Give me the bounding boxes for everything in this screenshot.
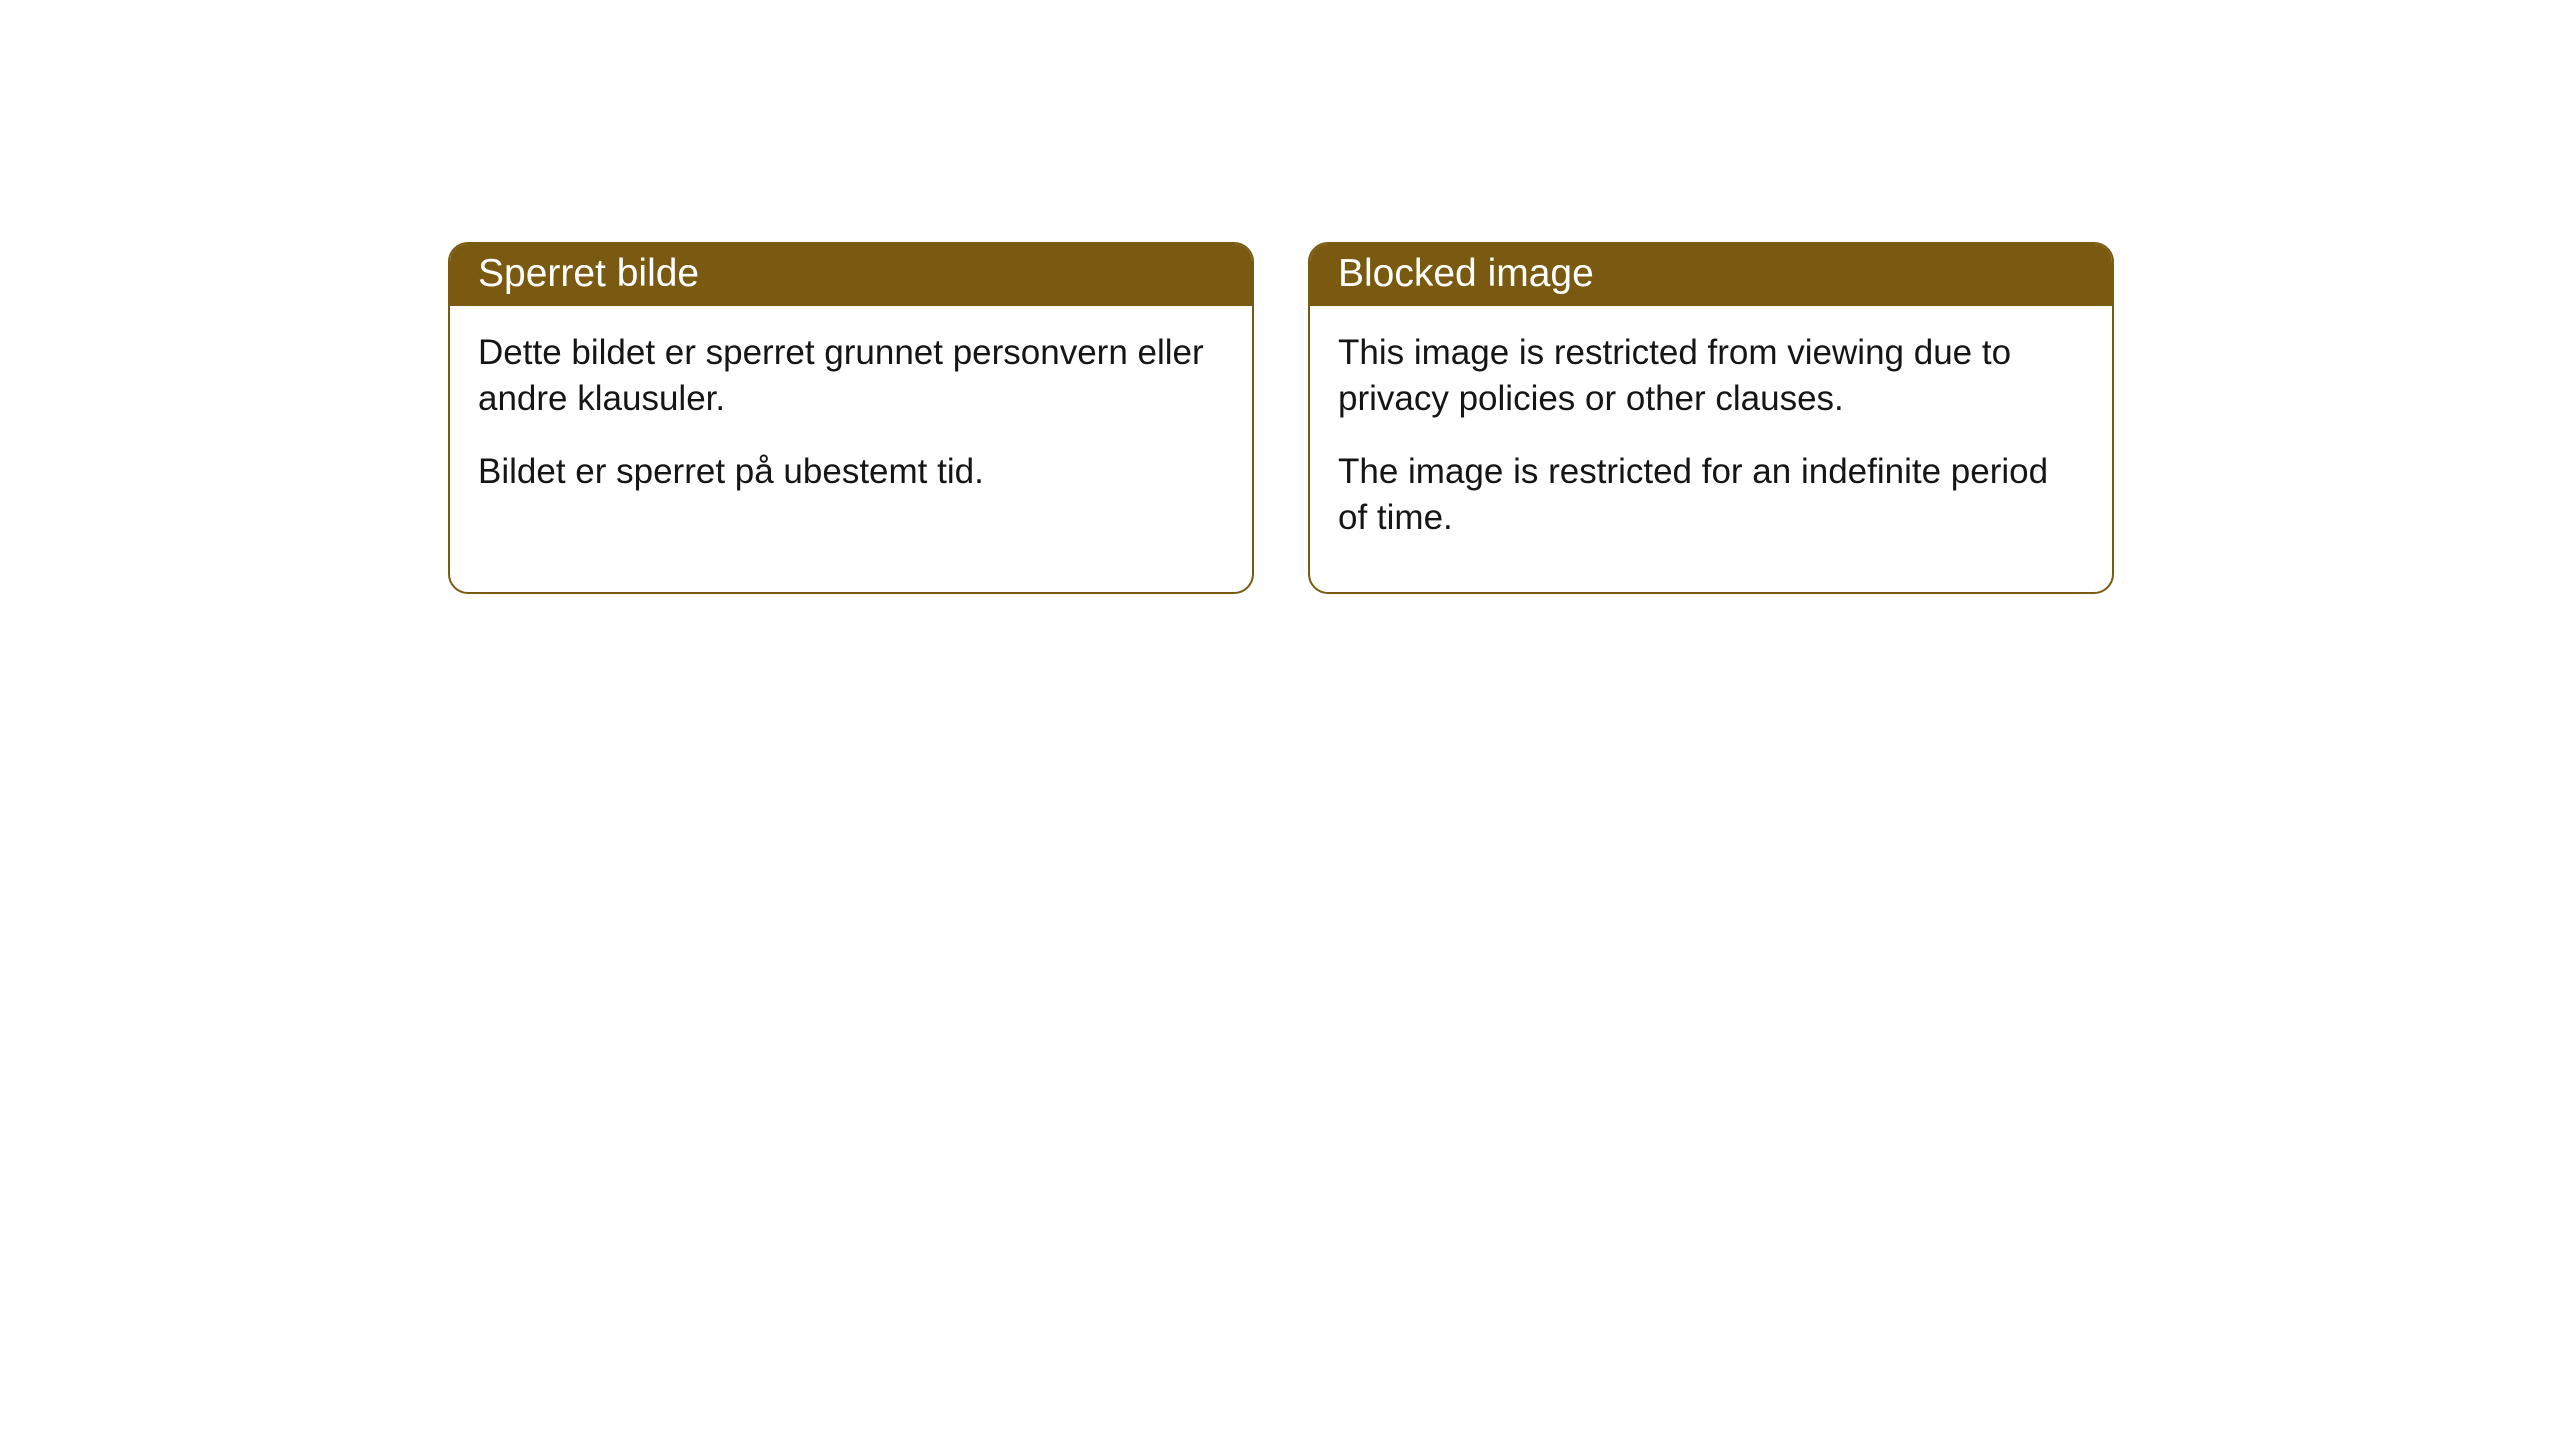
card-body: Dette bildet er sperret grunnet personve… xyxy=(450,306,1252,547)
card-paragraph: The image is restricted for an indefinit… xyxy=(1338,449,2084,540)
card-paragraph: Bildet er sperret på ubestemt tid. xyxy=(478,449,1224,495)
card-title: Sperret bilde xyxy=(478,252,699,295)
card-body: This image is restricted from viewing du… xyxy=(1310,306,2112,592)
blocked-image-card-english: Blocked image This image is restricted f… xyxy=(1308,242,2114,594)
card-paragraph: This image is restricted from viewing du… xyxy=(1338,330,2084,421)
notice-cards-container: Sperret bilde Dette bildet er sperret gr… xyxy=(448,242,2114,594)
card-title: Blocked image xyxy=(1338,252,1594,295)
card-paragraph: Dette bildet er sperret grunnet personve… xyxy=(478,330,1224,421)
card-header: Sperret bilde xyxy=(450,244,1252,306)
blocked-image-card-norwegian: Sperret bilde Dette bildet er sperret gr… xyxy=(448,242,1254,594)
card-header: Blocked image xyxy=(1310,244,2112,306)
